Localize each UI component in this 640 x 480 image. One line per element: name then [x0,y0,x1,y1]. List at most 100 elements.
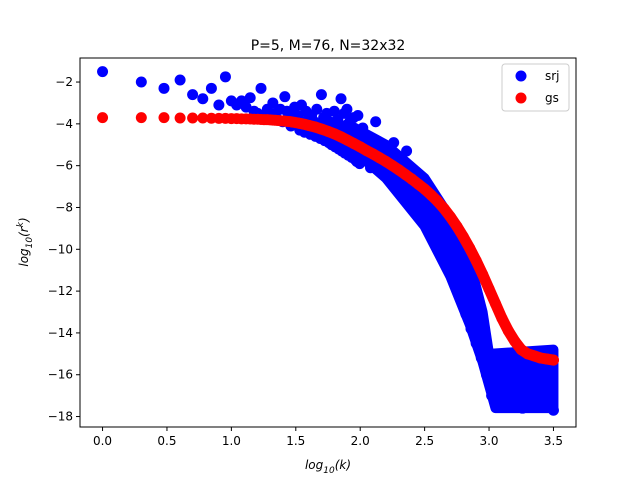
srj-point [457,277,469,289]
gs-point [187,112,199,124]
srj-point [434,243,446,255]
x-axis-label: log10(k) [305,458,351,476]
srj-point [255,82,267,94]
srj-point [501,400,513,412]
srj-point [491,381,503,393]
srj-point [439,256,451,268]
series-gs [97,112,559,366]
srj-point [519,367,531,379]
y-label-arg-close: ) [17,217,31,223]
srj-point [370,116,382,128]
gs-point [509,335,521,347]
gs-point [135,112,147,124]
x-label-base: log [305,458,324,472]
gs-point [496,312,508,324]
srj-point [279,91,291,103]
x-tick-label: 2.0 [351,434,370,448]
x-label-sub: 10 [323,466,335,476]
x-tick-label: 2.5 [415,434,434,448]
srj-point [452,262,464,274]
srj-point [401,145,413,157]
chart-title: P=5, M=76, N=32x32 [251,38,406,54]
legend-label-gs: gs [545,91,559,105]
x-tick-label: 1.0 [222,434,241,448]
y-axis: −2 −4 −6 −8 −10 −12 −14 −16 −18 [48,75,80,424]
gs-point [97,112,109,124]
srj-point [537,373,549,385]
gs-point [457,231,469,243]
srj-point [335,93,347,105]
srj-point [244,92,256,104]
gs-point [174,112,186,124]
srj-point [205,82,217,94]
legend-marker-gs [515,92,527,104]
srj-point [341,103,353,115]
gs-point [483,283,495,295]
srj-point [522,379,534,391]
srj-point [365,162,377,174]
gs-point [464,242,476,254]
x-tick-label: 0.5 [157,434,176,448]
y-label-sup: k [16,221,26,227]
srj-point [511,354,523,366]
srj-point [135,76,147,88]
srj-point [375,139,387,151]
srj-point [395,183,407,195]
srj-point [542,365,554,377]
srj-point [532,398,544,410]
legend-marker-srj [515,70,527,82]
srj-point [529,385,541,397]
srj-point [352,109,364,121]
y-label-sub: 10 [25,237,35,249]
srj-point [442,237,454,249]
gs-point [432,195,444,207]
srj-point [506,375,518,387]
srj-point [465,323,477,335]
srj-point [498,388,510,400]
srj-point [419,214,431,226]
y-tick-label: −10 [48,242,73,256]
gs-point [438,203,450,215]
srj-point [447,250,459,262]
srj-point [486,390,498,402]
srj-point [328,105,340,117]
srj-point [468,306,480,318]
x-tick-label: 0.0 [93,434,112,448]
gs-point [197,112,209,124]
srj-point [408,197,420,209]
srj-point [267,97,279,109]
srj-point [517,402,529,414]
gs-point [444,211,456,223]
srj-point [473,323,485,335]
srj-point [388,137,400,149]
y-tick-label: −8 [55,200,73,214]
x-axis: 0.0 0.5 1.0 1.5 2.0 2.5 3.0 3.5 [93,427,563,448]
gs-point [158,112,170,124]
srj-point [311,103,323,115]
srj-point [187,89,199,101]
srj-point [547,404,559,416]
srj-point [357,122,369,134]
y-tick-label: −2 [55,75,73,89]
srj-point [462,291,474,303]
y-label-base: log [17,248,31,267]
y-tick-label: −4 [55,117,73,131]
srj-point [432,214,444,226]
x-label-arg: (k) [335,458,351,472]
gs-point [470,255,482,267]
srj-point [429,233,441,245]
srj-point [424,222,436,234]
y-tick-label: −18 [48,410,73,424]
srj-point [545,381,557,393]
gs-point [502,325,514,337]
y-tick-label: −6 [55,159,73,173]
srj-point [444,268,456,280]
y-tick-label: −16 [48,368,73,382]
srj-point [509,392,521,404]
x-tick-label: 3.5 [544,434,563,448]
gs-point [451,220,463,232]
srj-point [540,390,552,402]
srj-point [413,206,425,218]
srj-point [488,365,500,377]
